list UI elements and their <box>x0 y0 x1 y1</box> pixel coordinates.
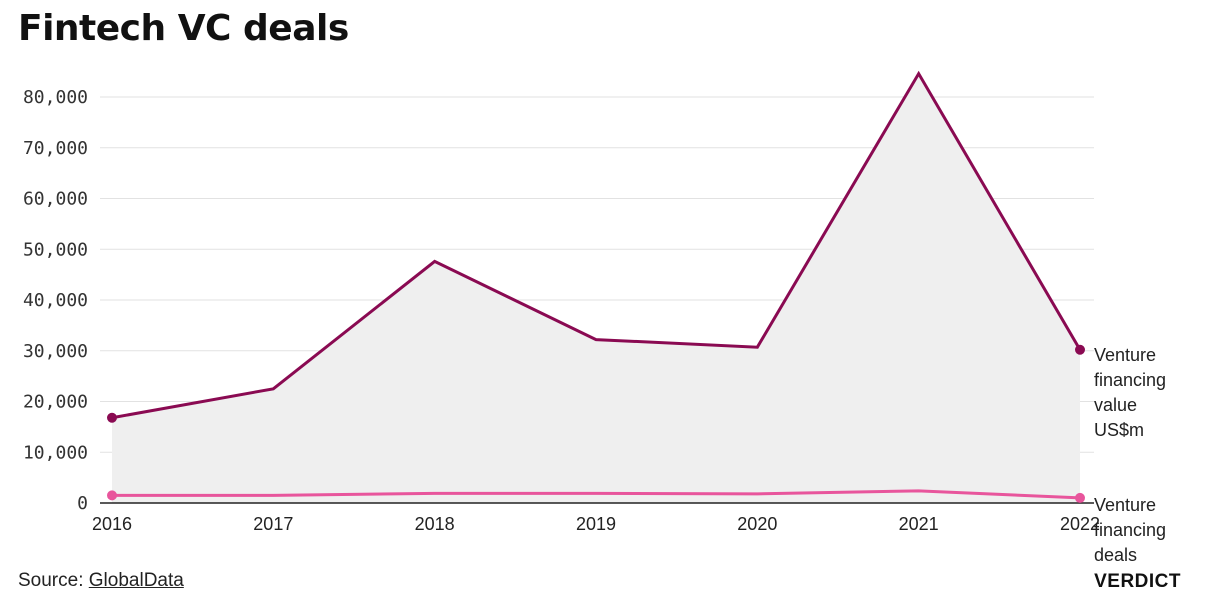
x-tick-label: 2016 <box>92 514 132 534</box>
source-link[interactable]: GlobalData <box>88 570 184 591</box>
area-fill <box>112 73 1080 503</box>
x-tick-label: 2018 <box>415 514 455 534</box>
y-tick-label: 40,000 <box>23 290 88 311</box>
source-prefix: Source: <box>18 570 89 591</box>
x-axis-ticks: 2016 2017 2018 2019 2020 2021 2022 <box>92 514 1100 534</box>
series-endpoint-marker <box>1075 492 1085 503</box>
y-tick-label: 0 <box>77 493 88 514</box>
series-label: Venture financing value US$m <box>1094 345 1166 440</box>
y-tick-label: 50,000 <box>23 239 88 260</box>
y-tick-label: 10,000 <box>23 442 88 463</box>
x-tick-label: 2017 <box>253 514 293 534</box>
x-tick-label: 2022 <box>1060 514 1100 534</box>
x-tick-label: 2021 <box>899 514 939 534</box>
series-endpoint-marker <box>107 490 117 501</box>
series-lines <box>107 70 1085 503</box>
series-endpoint-marker <box>107 412 117 423</box>
y-tick-label: 80,000 <box>23 87 88 108</box>
series-labels: Venture financing value US$m Venture financin… <box>1094 345 1166 565</box>
chart-title: Fintech VC deals <box>18 8 349 49</box>
x-tick-label: 2020 <box>737 514 777 534</box>
series-area <box>112 73 1080 503</box>
series-line <box>111 70 1082 420</box>
source-note: Source: GlobalData <box>18 570 184 592</box>
series-line <box>112 489 1081 500</box>
x-tick-label: 2019 <box>576 514 616 534</box>
y-axis-ticks: 0 10,000 20,000 30,000 40,000 50,000 60,000 70,… <box>23 87 88 514</box>
series-label: Venture financing deals <box>1094 495 1166 565</box>
y-tick-label: 60,000 <box>23 189 88 210</box>
y-tick-label: 70,000 <box>23 138 88 159</box>
brand-logo: VERDICT <box>1094 571 1181 592</box>
y-tick-label: 20,000 <box>23 392 88 413</box>
series-endpoint-marker <box>1075 344 1085 355</box>
y-tick-label: 30,000 <box>23 341 88 362</box>
